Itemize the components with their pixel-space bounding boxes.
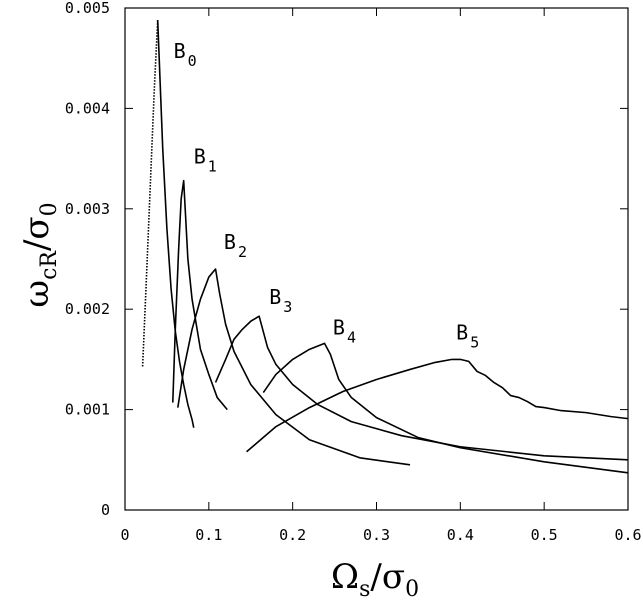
x-axis-title-after-sub: 0 xyxy=(405,577,419,602)
curve-labels: B 0B 1B 2B 3B 4 B 5 xyxy=(174,39,480,351)
series-3-label-name: B xyxy=(269,285,281,309)
series-5-label-name: B xyxy=(456,320,468,344)
x-tick-label: 0.4 xyxy=(447,526,474,544)
ticks xyxy=(124,7,629,511)
series-5-line xyxy=(246,358,629,453)
series-0-label-name: B xyxy=(174,39,186,63)
tick-labels: 0 0.1 0.2 0.3 0.4 0.5 0.6 0 0.001 0.002 0.003 0.004… xyxy=(65,0,642,544)
y-tick-label: 0.002 xyxy=(65,300,110,318)
series-2-line xyxy=(177,268,411,466)
y-axis-title-after-sub: 0 xyxy=(37,202,62,216)
y-tick-label: 0.005 xyxy=(65,0,110,17)
plot-border xyxy=(124,7,629,511)
x-tick-label: 0 xyxy=(120,526,129,544)
y-axis-title-main: ω xyxy=(17,280,57,308)
y-tick-label: 0.003 xyxy=(65,200,110,218)
series-4-label-name: B xyxy=(333,315,345,339)
series-1-label-sub: 1 xyxy=(208,158,217,176)
x-tick-label: 0.6 xyxy=(614,526,641,544)
y-tick-label: 0.004 xyxy=(65,99,110,117)
x-axis-title-after: /σ xyxy=(370,557,405,597)
y-tick-label: 0.001 xyxy=(65,401,110,419)
y-tick-label: 0 xyxy=(101,501,110,519)
x-axis-title: Ωs/σ0 xyxy=(331,557,419,602)
x-tick-label: 0.1 xyxy=(195,526,222,544)
series-1-label-name: B xyxy=(194,145,206,169)
series-3-label-sub: 3 xyxy=(283,298,292,316)
series-2-label-name: B xyxy=(224,230,236,254)
y-axis-title: ωcR/σ0 xyxy=(17,202,62,307)
series-5-label-sub: 5 xyxy=(470,333,479,351)
x-tick-label: 0.3 xyxy=(363,526,390,544)
plot-frame xyxy=(124,7,629,511)
series-0-rise xyxy=(141,20,159,367)
y-axis-title-sub: cR xyxy=(37,250,62,280)
series-1-line xyxy=(171,179,228,411)
series-2-label-sub: 2 xyxy=(238,243,247,261)
x-axis-title-sub: s xyxy=(359,577,370,602)
series-0-label-sub: 0 xyxy=(188,52,197,70)
curves xyxy=(141,20,629,474)
x-tick-label: 0.5 xyxy=(531,526,558,544)
x-axis-title-main: Ω xyxy=(331,557,359,597)
series-4-label-sub: 4 xyxy=(347,328,356,346)
y-axis-title-after: /σ xyxy=(17,216,57,251)
series-4-line xyxy=(262,342,629,474)
x-tick-label: 0.2 xyxy=(279,526,306,544)
series-0-line xyxy=(156,20,195,428)
axis-titles: Ωs/σ0 ωcR/σ0 xyxy=(17,202,419,602)
